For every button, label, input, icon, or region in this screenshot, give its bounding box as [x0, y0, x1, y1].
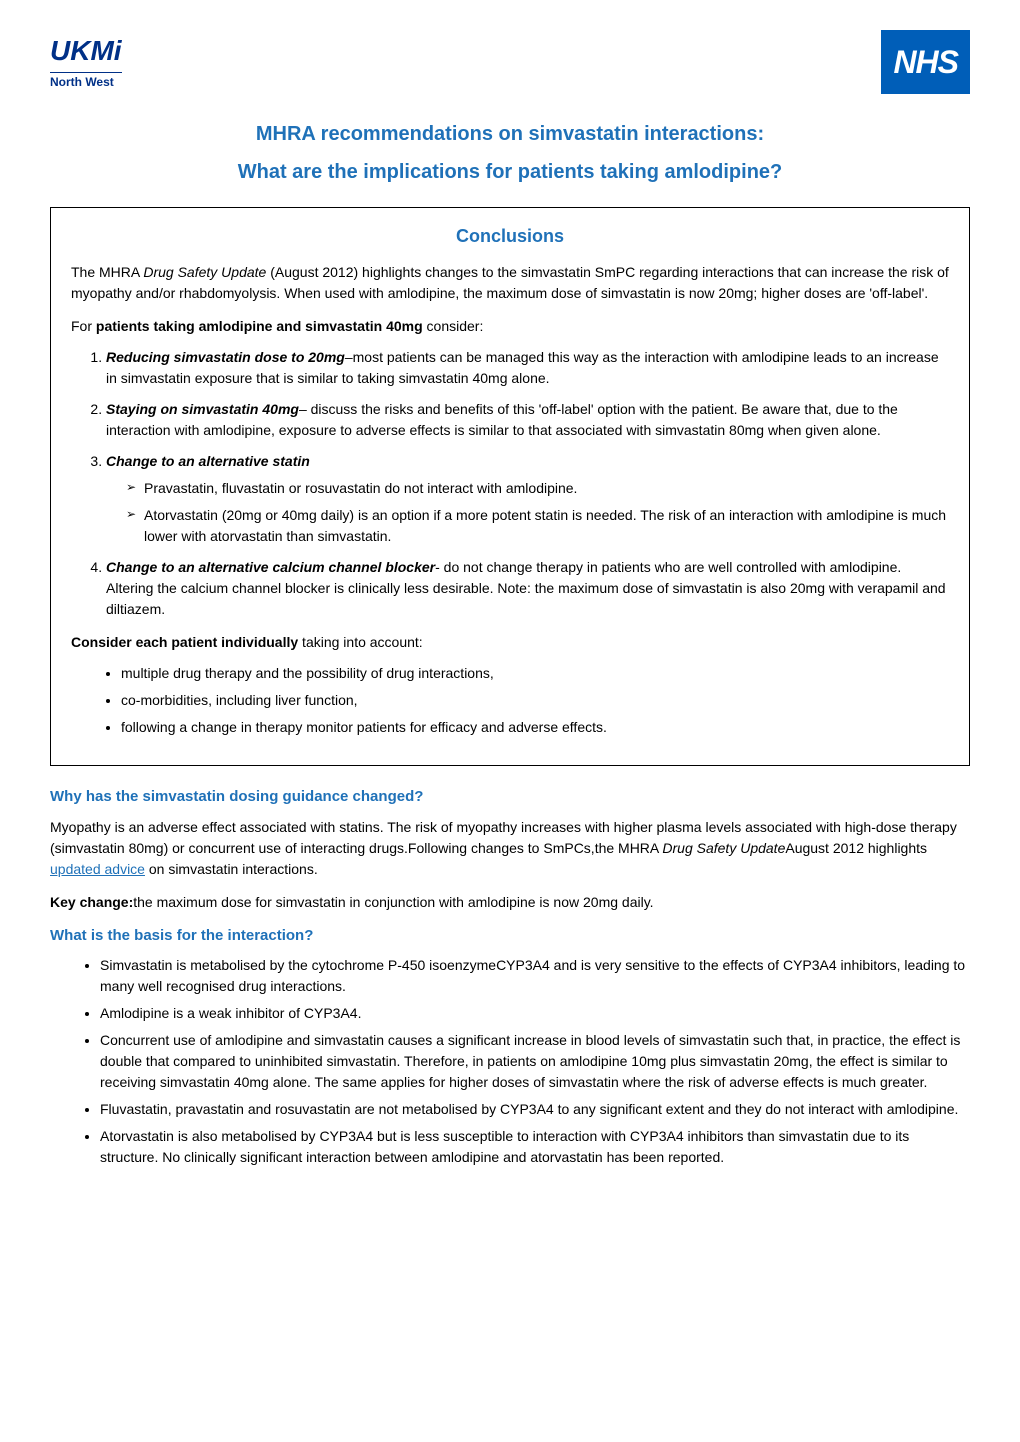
- list-item-4: Change to an alternative calcium channel…: [106, 557, 949, 620]
- intro-text-1: The MHRA: [71, 264, 143, 280]
- basis-bullet-5: Atorvastatin is also metabolised by CYP3…: [100, 1126, 970, 1168]
- key-change-text: the maximum dose for simvastatin in conj…: [133, 894, 653, 910]
- conclusions-heading: Conclusions: [71, 223, 949, 250]
- key-change-bold: Key change:: [50, 894, 133, 910]
- page-header: UKMi North West NHS: [50, 30, 970, 94]
- ukmi-logo-subtitle: North West: [50, 72, 122, 91]
- list-intro: For patients taking amlodipine and simva…: [71, 316, 949, 337]
- sub-list: Pravastatin, fluvastatin or rosuvastatin…: [106, 478, 949, 547]
- nhs-logo: NHS: [881, 30, 970, 94]
- basis-bullet-2: Amlodipine is a weak inhibitor of CYP3A4…: [100, 1003, 970, 1024]
- why-para-3: on simvastatin interactions.: [145, 861, 318, 877]
- item-3-title: Change to an alternative statin: [106, 453, 310, 469]
- basis-bullet-4: Fluvastatin, pravastatin and rosuvastati…: [100, 1099, 970, 1120]
- why-para-2: August 2012 highlights: [785, 840, 927, 856]
- consider-bullet-3: following a change in therapy monitor pa…: [121, 717, 949, 738]
- intro-italic: Drug Safety Update: [143, 264, 266, 280]
- main-title: MHRA recommendations on simvastatin inte…: [50, 119, 970, 149]
- ukmi-logo: UKMi North West: [50, 30, 122, 91]
- basis-heading: What is the basis for the interaction?: [50, 925, 970, 948]
- updated-advice-link[interactable]: updated advice: [50, 861, 145, 877]
- why-paragraph: Myopathy is an adverse effect associated…: [50, 817, 970, 880]
- sub-item-2: Atorvastatin (20mg or 40mg daily) is an …: [126, 505, 949, 547]
- consider-intro-text: taking into account:: [298, 634, 423, 650]
- sub-item-1: Pravastatin, fluvastatin or rosuvastatin…: [126, 478, 949, 499]
- consider-bullet-2: co-morbidities, including liver function…: [121, 690, 949, 711]
- basis-bullet-list: Simvastatin is metabolised by the cytoch…: [50, 955, 970, 1168]
- consider-bullet-list: multiple drug therapy and the possibilit…: [71, 663, 949, 738]
- main-ordered-list: Reducing simvastatin dose to 20mg–most p…: [71, 347, 949, 620]
- ukmi-logo-text: UKMi: [50, 30, 122, 72]
- item-2-title: Staying on simvastatin 40mg: [106, 401, 299, 417]
- item-4-title: Change to an alternative calcium channel…: [106, 559, 435, 575]
- list-intro-bold: patients taking amlodipine and simvastat…: [96, 318, 423, 334]
- sub-title: What are the implications for patients t…: [50, 157, 970, 187]
- item-1-title: Reducing simvastatin dose to 20mg: [106, 349, 345, 365]
- basis-bullet-1: Simvastatin is metabolised by the cytoch…: [100, 955, 970, 997]
- list-item-1: Reducing simvastatin dose to 20mg–most p…: [106, 347, 949, 389]
- key-change-paragraph: Key change:the maximum dose for simvasta…: [50, 892, 970, 913]
- list-item-3: Change to an alternative statin Pravasta…: [106, 451, 949, 547]
- conclusions-box: Conclusions The MHRA Drug Safety Update …: [50, 207, 970, 766]
- list-intro-1: For: [71, 318, 96, 334]
- conclusions-intro: The MHRA Drug Safety Update (August 2012…: [71, 262, 949, 304]
- list-item-2: Staying on simvastatin 40mg– discuss the…: [106, 399, 949, 441]
- consider-intro-bold: Consider each patient individually: [71, 634, 298, 650]
- why-para-italic: Drug Safety Update: [662, 840, 785, 856]
- consider-bullet-1: multiple drug therapy and the possibilit…: [121, 663, 949, 684]
- why-heading: Why has the simvastatin dosing guidance …: [50, 786, 970, 809]
- basis-bullet-3: Concurrent use of amlodipine and simvast…: [100, 1030, 970, 1093]
- list-intro-2: consider:: [423, 318, 484, 334]
- consider-intro: Consider each patient individually takin…: [71, 632, 949, 653]
